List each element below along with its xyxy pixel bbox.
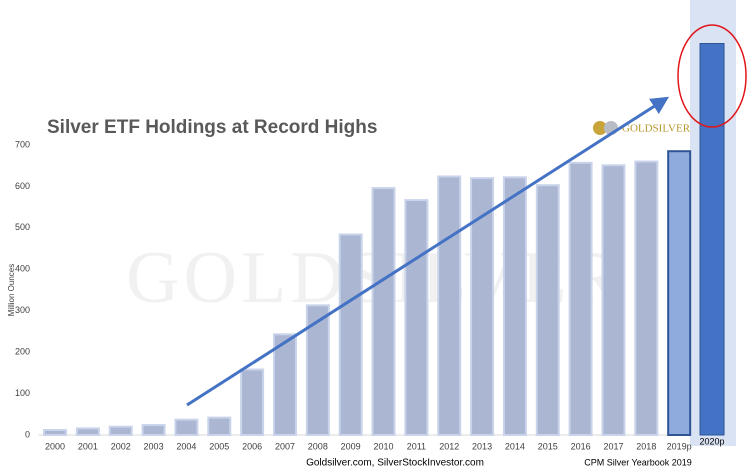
logo-text: GOLDSILVER — [622, 123, 691, 135]
y-tick-label: 400 — [15, 264, 30, 274]
bar — [699, 43, 725, 436]
x-tick-label: 2006 — [242, 441, 262, 451]
x-tick-label: 2015 — [538, 441, 558, 451]
x-tick-label: 2001 — [78, 441, 98, 451]
x-tick-label: 2003 — [144, 441, 164, 451]
bar — [272, 333, 297, 437]
bar — [634, 160, 659, 436]
bar — [502, 176, 527, 436]
bar — [75, 427, 100, 437]
bar — [207, 416, 232, 437]
x-tick-label: 2000 — [45, 441, 65, 451]
x-tick-label: 2009 — [341, 441, 361, 451]
bar — [240, 368, 265, 436]
y-tick-label: 700 — [15, 139, 30, 149]
x-tick-label: 2007 — [275, 441, 295, 451]
source: Goldsilver.com, SilverStockInvestor.com — [306, 458, 484, 469]
y-tick-label: 600 — [15, 181, 30, 191]
x-tick-label: 2005 — [209, 441, 229, 451]
bar — [404, 199, 429, 436]
x-tick-label: 2008 — [308, 441, 328, 451]
bar — [371, 187, 396, 436]
x-tick-label: 2019p — [667, 441, 692, 451]
bar — [108, 425, 133, 437]
bar — [305, 304, 330, 437]
x-tick-label: 2014 — [505, 441, 525, 451]
x-tick-label: 2018 — [636, 441, 656, 451]
logo-coin — [593, 121, 607, 135]
bar — [338, 233, 363, 436]
trend-arrow — [186, 96, 670, 407]
x-tick-label: 2013 — [472, 441, 492, 451]
x-tick-label: 2002 — [111, 441, 131, 451]
bar — [535, 184, 560, 436]
bar — [141, 424, 166, 436]
x-tick-label: 2011 — [407, 441, 426, 451]
bar — [437, 175, 462, 436]
bar — [470, 177, 495, 436]
x-tick-label: 2010 — [374, 441, 394, 451]
y-tick-label: 200 — [15, 347, 30, 357]
x-tick-label: 2004 — [176, 441, 196, 451]
y-tick-label: 0 — [25, 429, 30, 439]
x-tick-label: 2016 — [571, 441, 591, 451]
y-tick-label: 300 — [15, 305, 30, 315]
bar — [601, 164, 626, 437]
x-tick-label: 2012 — [439, 441, 459, 451]
bar — [174, 418, 199, 436]
bar — [43, 429, 68, 436]
x-tick-label: 2017 — [603, 441, 623, 451]
source: CPM Silver Yearbook 2019 — [584, 457, 692, 467]
y-tick-label: 100 — [15, 388, 30, 398]
y-axis-label: Million Ounces — [7, 264, 16, 316]
x-tick-label: 2020p — [700, 436, 725, 446]
bar — [667, 150, 692, 436]
bar — [568, 161, 593, 436]
chart-title: Silver ETF Holdings at Record Highs — [47, 117, 377, 138]
y-tick-label: 500 — [15, 222, 30, 232]
highlight-ellipse — [677, 24, 747, 128]
